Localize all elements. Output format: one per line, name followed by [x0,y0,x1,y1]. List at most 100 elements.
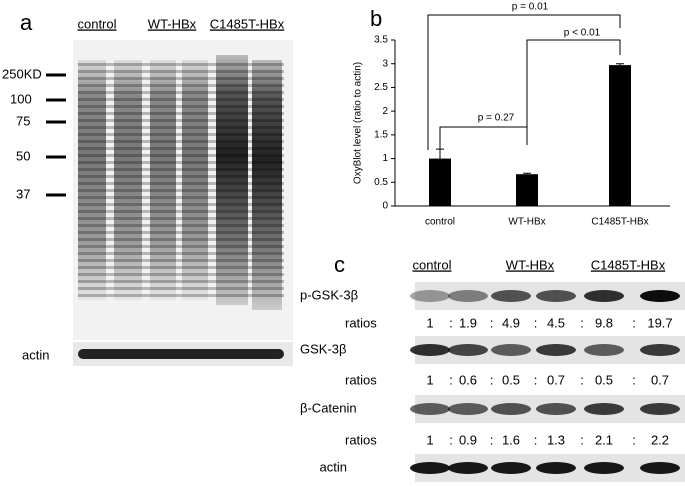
loading-label: actin [320,459,347,474]
ratio: 1 [426,372,433,387]
panel-b: b OxyBlot level (ratio to actin) p = 0.2… [353,2,670,228]
group-label: C1485T-HBx [591,257,666,272]
bands [78,60,284,300]
annotation: p = 0.01 [512,2,549,13]
panel-label: c [334,252,345,277]
ratio: 1 [426,432,433,447]
ratio: 0.7 [651,372,669,387]
group-label: WT-HBx [148,16,197,31]
band [448,290,488,302]
separator: : [534,372,538,387]
ratio: 0.7 [547,372,565,387]
band [491,290,531,302]
y-tick-label: 2.5 [374,82,388,93]
band [536,462,576,474]
ratio: 2.1 [595,432,613,447]
ratio: 19.7 [647,315,672,330]
y-tick-label: 0 [382,201,388,212]
band [584,344,624,356]
ratio: 0.5 [502,372,520,387]
bracket [439,126,528,155]
band [491,462,531,474]
group-label: WT-HBx [506,257,555,272]
bracket [526,39,621,140]
separator: : [490,432,494,447]
ratio: 9.8 [595,315,613,330]
separator: : [534,432,538,447]
x-tick-label: control [425,217,455,228]
panel-label: b [370,6,382,31]
ratio: 0.9 [459,432,477,447]
separator: : [580,432,584,447]
bracket [427,14,621,150]
ratio: 4.5 [547,315,565,330]
error-bar [523,172,531,175]
band [491,403,531,415]
band [410,403,450,415]
annotation: p = 0.27 [478,113,515,124]
band [536,403,576,415]
row-label: β-Catenin [300,400,357,415]
separator: : [580,372,584,387]
y-axis-label: OxyBlot level (ratio to actin) [353,62,364,184]
band [448,403,488,415]
ratio: 2.2 [651,432,669,447]
band [491,344,531,356]
x-tick-label: WT-HBx [508,217,545,228]
band [536,344,576,356]
marker-label: 50 [16,148,30,163]
separator: : [449,372,453,387]
marker-label: 100 [10,91,32,106]
band [640,344,680,356]
x-tick-label: C1485T-HBx [591,217,648,228]
band [584,403,624,415]
bar [429,158,451,206]
ratio: 1.6 [502,432,520,447]
ratio: 1 [426,315,433,330]
bar [516,174,538,206]
band [640,403,680,415]
panel-label: a [20,10,33,35]
marker-label: 75 [16,113,30,128]
separator: : [534,315,538,330]
ratio-label: ratios [345,432,377,447]
error-bar [616,63,624,66]
y-tick-label: 3.5 [374,35,388,46]
ratio: 1.9 [459,315,477,330]
bar [609,65,631,206]
separator: : [580,315,584,330]
y-tick-label: 2 [382,106,388,117]
y-tick-label: 1 [382,153,388,164]
panel-c: c control WT-HBx C1485T-HBx actin p-GSK-… [300,252,685,482]
band [584,290,624,302]
group-label: C1485T-HBx [210,16,285,31]
ratio: 4.9 [502,315,520,330]
group-label: control [412,257,451,272]
annotation: p < 0.01 [564,28,601,39]
marker-label: 250KD [2,66,42,81]
row-label: GSK-3β [300,341,347,356]
band [448,462,488,474]
y-tick-label: 0.5 [374,177,388,188]
row-label: p-GSK-3β [300,287,358,302]
y-tick-label: 3 [382,58,388,69]
ratio-label: ratios [345,315,377,330]
ratio: 0.5 [595,372,613,387]
ratio: 1.3 [547,432,565,447]
separator: : [490,372,494,387]
band [536,290,576,302]
separator: : [632,372,636,387]
marker-dashes [46,73,66,197]
separator: : [632,432,636,447]
separator: : [490,315,494,330]
panel-a: a control WT-HBx C1485T-HBx actin 250KD … [2,10,293,366]
separator: : [449,315,453,330]
band [584,462,624,474]
band [410,290,450,302]
separator: : [449,432,453,447]
band [410,462,450,474]
band [78,349,284,359]
ratio-label: ratios [345,372,377,387]
band [640,462,680,474]
